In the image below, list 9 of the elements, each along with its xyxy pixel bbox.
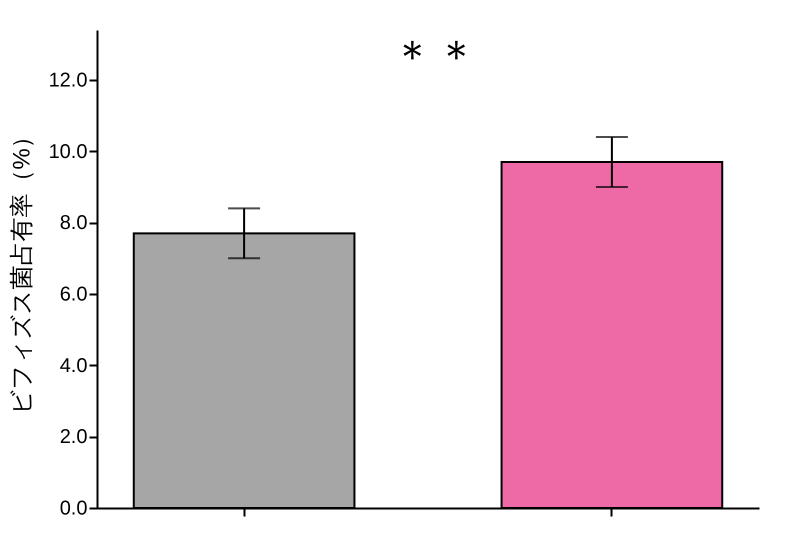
y-tick-label: 8.0 [60,212,88,234]
y-tick-label: 4.0 [60,354,88,377]
annotation: ＊＊ [390,32,479,81]
y-tick-label: 12.0 [48,69,88,92]
y-tick-label: 6.0 [60,283,88,306]
y-axis-title: ビフィズス菌占有率（%） [8,124,36,415]
y-tick-label: 10.0 [48,140,88,163]
y-tick-label: 2.0 [60,426,88,448]
y-tick-label: 0.0 [60,498,88,520]
